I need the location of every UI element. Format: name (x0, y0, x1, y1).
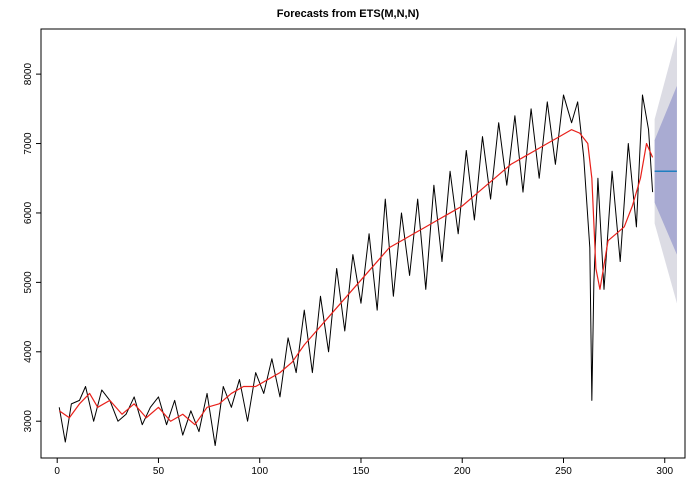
y-tick-label: 5000 (23, 271, 34, 294)
y-tick-label: 4000 (23, 340, 34, 363)
x-tick-label: 300 (656, 466, 673, 477)
x-tick-label: 50 (153, 466, 165, 477)
fitted-series-line (58, 129, 654, 426)
chart-title: Forecasts from ETS(M,N,N) (277, 8, 420, 20)
y-tick-label: 3000 (23, 410, 34, 433)
observed-series-line (58, 94, 654, 447)
x-tick-label: 150 (353, 466, 370, 477)
y-tick-label: 8000 (23, 63, 34, 86)
plot-area-border (40, 28, 686, 459)
x-tick-label: 200 (454, 466, 471, 477)
forecast-interval-80 (654, 85, 677, 255)
x-tick-label: 0 (54, 466, 60, 477)
y-tick-label: 7000 (23, 132, 34, 155)
y-tick-label: 6000 (23, 201, 34, 224)
x-tick-label: 250 (555, 466, 572, 477)
x-tick-label: 100 (251, 466, 268, 477)
